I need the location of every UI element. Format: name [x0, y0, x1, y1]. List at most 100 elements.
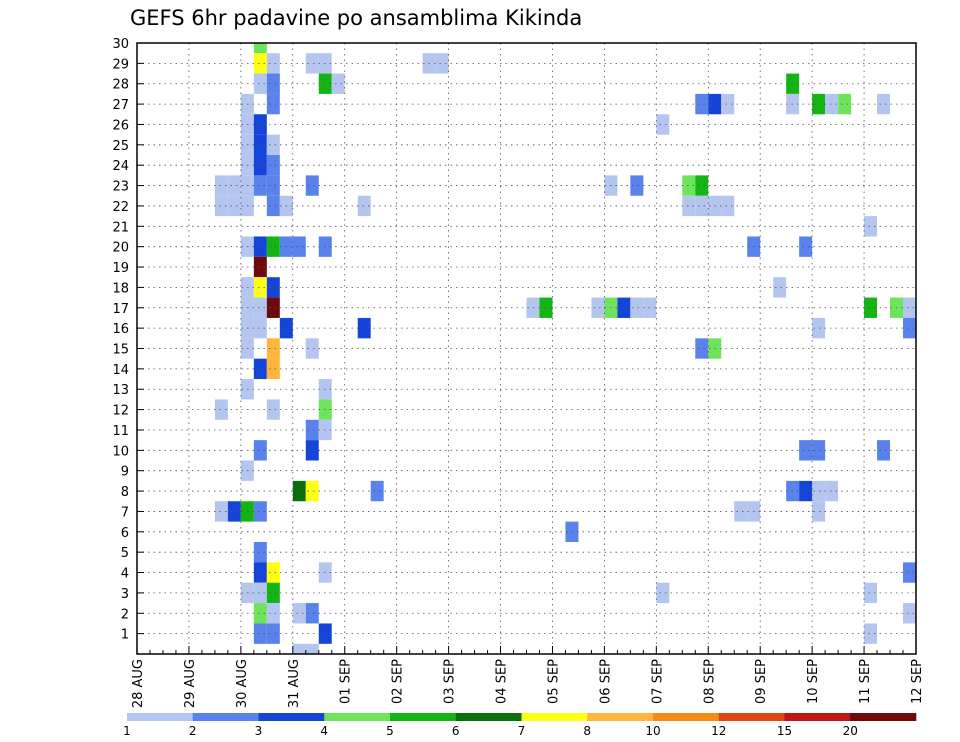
y-tick-label: 17	[112, 302, 129, 317]
heatmap-cell	[812, 501, 826, 522]
heatmap-cell	[799, 440, 813, 461]
heatmap-cell	[214, 399, 228, 420]
y-tick-label: 2	[121, 607, 129, 622]
chart-title: GEFS 6hr padavine po ansamblima Kikinda	[130, 6, 582, 30]
heatmap-cell	[266, 399, 280, 420]
heatmap-cell	[695, 175, 709, 196]
heatmap-cell	[253, 541, 267, 563]
heatmap-cell	[266, 195, 280, 217]
legend-label: 7	[518, 724, 526, 738]
legend-label: 6	[452, 724, 460, 738]
x-tick-label: 04 SEP	[495, 659, 510, 704]
heatmap-cell	[799, 236, 813, 257]
heatmap-cell	[812, 317, 826, 339]
heatmap-cell	[266, 277, 280, 298]
x-tick-label: 02 SEP	[391, 659, 406, 704]
heatmap-cell	[721, 195, 735, 217]
legend-label: 10	[645, 724, 660, 738]
legend-swatch	[521, 713, 588, 721]
heatmap-cell	[799, 480, 813, 502]
heatmap-cell	[253, 155, 267, 176]
heatmap-cell	[266, 338, 280, 359]
heatmap-cell	[266, 155, 280, 176]
heatmap-cell	[266, 175, 280, 196]
y-tick-label: 28	[112, 78, 129, 93]
heatmap-cell	[305, 440, 319, 461]
heatmap-cell	[331, 73, 345, 94]
heatmap-cell	[292, 603, 306, 624]
x-tick-label: 09 SEP	[754, 659, 769, 704]
heatmap-cell	[253, 175, 267, 196]
y-tick-label: 5	[121, 546, 129, 561]
heatmap-cell	[877, 440, 891, 461]
heatmap-cell	[695, 195, 709, 217]
y-tick-label: 16	[112, 322, 129, 337]
y-tick-label: 27	[112, 98, 129, 113]
x-tick-label: 28 AUG	[131, 659, 146, 708]
y-tick-label: 12	[112, 404, 129, 419]
legend-label: 8	[583, 724, 591, 738]
heatmap-cell	[253, 236, 267, 257]
y-tick-label: 19	[112, 261, 129, 276]
heatmap-cell	[266, 562, 280, 583]
heatmap-cell	[253, 114, 267, 135]
heatmap-cell	[825, 93, 839, 115]
heatmap-cell	[266, 93, 280, 115]
heatmap-cell	[305, 53, 319, 74]
heatmap-cell	[266, 603, 280, 624]
heatmap-cell	[812, 480, 826, 502]
legend-label: 3	[255, 724, 263, 738]
legend-swatch	[455, 713, 522, 721]
heatmap-cell	[253, 623, 267, 644]
y-tick-label: 1	[121, 628, 129, 643]
heatmap-cell	[253, 53, 267, 74]
heatmap-cell	[877, 93, 891, 115]
heatmap-cell	[227, 175, 241, 196]
y-tick-label: 8	[121, 485, 129, 500]
heatmap-cell	[253, 256, 267, 278]
plot-frame	[136, 42, 917, 655]
x-tick-label: 03 SEP	[443, 659, 458, 704]
heatmap-cell	[253, 358, 267, 380]
heatmap-cell	[357, 317, 371, 339]
legend-swatch	[653, 713, 720, 721]
x-tick-label: 31 AUG	[287, 659, 302, 708]
heatmap-cell	[812, 440, 826, 461]
heatmap-cell	[526, 297, 540, 318]
heatmap-cell	[903, 603, 916, 624]
legend-swatch	[718, 713, 785, 721]
heatmap-cell	[266, 623, 280, 644]
heatmap-cell	[266, 53, 280, 74]
heatmap-cell	[773, 277, 787, 298]
y-tick-label: 10	[112, 444, 129, 459]
heatmap-cell	[305, 175, 319, 196]
x-tick-label: 29 AUG	[183, 659, 198, 708]
x-axis: 28 AUG 29 AUG 30 AUG 31 AUG 01 SEP 02 SEP 03 S…	[131, 646, 925, 708]
heatmap-cell	[864, 297, 878, 318]
x-tick-label: 30 AUG	[235, 659, 250, 708]
x-tick-label: 01 SEP	[339, 659, 354, 704]
y-tick-label: 4	[121, 567, 129, 582]
legend-label: 4	[320, 724, 328, 738]
legend-swatch	[784, 713, 851, 721]
heatmap-cell	[734, 501, 748, 522]
y-tick-label: 3	[121, 587, 129, 602]
y-tick-label: 26	[112, 118, 129, 133]
heatmap-cell	[266, 73, 280, 94]
heatmap-cell	[253, 582, 267, 604]
heatmap-cell	[292, 480, 306, 502]
x-tick-label: 11 SEP	[858, 659, 873, 704]
heatmap-cell	[266, 358, 280, 380]
heatmap-cell	[305, 643, 319, 654]
y-tick-label: 11	[112, 424, 129, 439]
heatmap-cell	[435, 53, 449, 74]
heatmap-cell	[253, 440, 267, 461]
x-tick-label: 05 SEP	[546, 659, 561, 704]
heatmap-cell	[656, 114, 670, 135]
legend-swatch	[258, 713, 325, 721]
heatmap-cell	[357, 195, 371, 217]
heatmap-cell	[656, 582, 670, 604]
y-tick-label: 6	[121, 526, 129, 541]
heatmap-cell	[305, 419, 319, 441]
